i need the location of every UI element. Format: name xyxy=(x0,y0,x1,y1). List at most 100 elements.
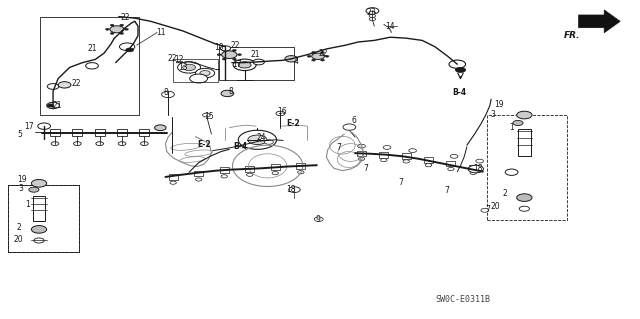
Text: 22: 22 xyxy=(231,41,241,50)
Text: SW0C-E0311B: SW0C-E0311B xyxy=(435,295,490,304)
Text: 5: 5 xyxy=(17,130,22,139)
Text: 7: 7 xyxy=(364,164,369,173)
Text: 14: 14 xyxy=(385,22,395,31)
Bar xyxy=(245,166,254,172)
Text: E-2: E-2 xyxy=(197,140,211,149)
Circle shape xyxy=(220,46,230,51)
Text: 1: 1 xyxy=(509,123,514,132)
Circle shape xyxy=(325,55,329,57)
Bar xyxy=(220,167,228,173)
Text: 18: 18 xyxy=(474,164,483,173)
Text: 15: 15 xyxy=(204,112,214,121)
Circle shape xyxy=(232,49,236,51)
Text: 22: 22 xyxy=(120,13,130,22)
Circle shape xyxy=(409,149,417,152)
Circle shape xyxy=(505,169,518,175)
Text: 18: 18 xyxy=(287,185,296,195)
Circle shape xyxy=(189,74,207,83)
Circle shape xyxy=(221,90,234,97)
Text: 11: 11 xyxy=(156,28,166,37)
Bar xyxy=(33,196,45,221)
Text: 6: 6 xyxy=(351,115,356,125)
Circle shape xyxy=(403,160,410,163)
Text: 3: 3 xyxy=(490,110,495,119)
Circle shape xyxy=(476,159,483,163)
Circle shape xyxy=(232,58,236,60)
Text: 16: 16 xyxy=(277,107,287,116)
Circle shape xyxy=(221,51,237,58)
Circle shape xyxy=(238,130,276,149)
Bar xyxy=(518,129,531,156)
Text: 10: 10 xyxy=(214,43,224,52)
Circle shape xyxy=(248,135,267,145)
Circle shape xyxy=(221,175,227,178)
Circle shape xyxy=(202,113,210,117)
Circle shape xyxy=(312,59,316,61)
Circle shape xyxy=(456,67,466,72)
Circle shape xyxy=(125,28,129,30)
Circle shape xyxy=(468,165,483,173)
Circle shape xyxy=(237,54,241,56)
Text: 9: 9 xyxy=(315,215,320,224)
Bar xyxy=(219,47,294,80)
Circle shape xyxy=(31,226,47,233)
Circle shape xyxy=(366,8,379,14)
Circle shape xyxy=(51,142,59,145)
Circle shape xyxy=(195,178,202,181)
Circle shape xyxy=(110,33,114,34)
Text: 4: 4 xyxy=(293,57,298,66)
Bar xyxy=(424,157,433,163)
Text: E-2: E-2 xyxy=(286,119,300,129)
Bar xyxy=(40,17,140,115)
Circle shape xyxy=(272,172,278,175)
Bar xyxy=(95,129,105,136)
Text: 8: 8 xyxy=(228,87,233,96)
Circle shape xyxy=(314,217,323,221)
Circle shape xyxy=(31,180,47,187)
Circle shape xyxy=(383,145,391,149)
Text: 24: 24 xyxy=(257,133,266,142)
Circle shape xyxy=(321,59,324,61)
Bar xyxy=(169,174,177,180)
Circle shape xyxy=(448,167,454,171)
Circle shape xyxy=(177,62,200,73)
Circle shape xyxy=(47,102,60,109)
Circle shape xyxy=(195,68,214,78)
Bar xyxy=(380,152,388,158)
Bar xyxy=(194,171,203,176)
Text: 2: 2 xyxy=(16,223,21,232)
Circle shape xyxy=(118,142,126,145)
Text: 7: 7 xyxy=(337,143,342,152)
Circle shape xyxy=(217,54,221,56)
Circle shape xyxy=(369,11,376,14)
Text: 22: 22 xyxy=(319,48,328,58)
Circle shape xyxy=(141,142,148,145)
Circle shape xyxy=(343,124,356,130)
Bar xyxy=(8,185,79,252)
Text: 23: 23 xyxy=(366,8,376,17)
Text: 21: 21 xyxy=(52,101,61,110)
Circle shape xyxy=(358,144,365,148)
Circle shape xyxy=(200,70,210,76)
Polygon shape xyxy=(579,10,620,33)
Circle shape xyxy=(233,59,256,70)
Bar xyxy=(296,163,305,169)
Circle shape xyxy=(29,187,39,192)
Bar xyxy=(487,115,567,220)
Bar xyxy=(72,129,83,136)
Circle shape xyxy=(126,48,134,52)
Bar xyxy=(357,151,366,156)
Circle shape xyxy=(312,53,324,59)
Bar xyxy=(140,129,150,136)
Bar xyxy=(117,129,127,136)
Circle shape xyxy=(381,159,387,162)
Text: 7: 7 xyxy=(398,178,403,187)
Circle shape xyxy=(58,82,71,88)
Circle shape xyxy=(106,28,109,30)
Circle shape xyxy=(449,60,466,68)
Circle shape xyxy=(38,123,51,129)
Circle shape xyxy=(298,171,304,174)
Circle shape xyxy=(285,56,298,62)
Bar xyxy=(271,164,280,170)
Circle shape xyxy=(110,24,114,26)
